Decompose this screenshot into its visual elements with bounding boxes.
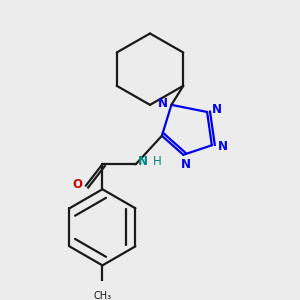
Text: N: N xyxy=(181,158,191,171)
Text: N: N xyxy=(212,103,222,116)
Text: CH₃: CH₃ xyxy=(93,291,112,300)
Text: O: O xyxy=(73,178,82,191)
Text: N: N xyxy=(138,155,148,168)
Text: H: H xyxy=(153,155,161,168)
Text: N: N xyxy=(218,140,227,153)
Text: N: N xyxy=(158,97,168,110)
